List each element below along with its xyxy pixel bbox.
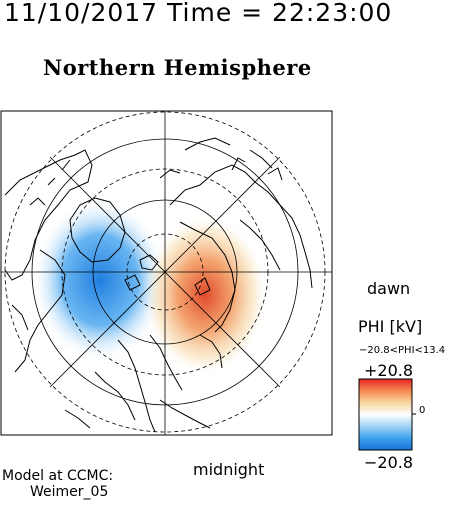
dawn-label: dawn <box>367 279 411 298</box>
colorbar-max-label: +20.8 <box>364 361 414 380</box>
map-title: Northern Hemisphere <box>43 55 312 80</box>
colorbar-title: PHI [kV] <box>358 317 423 336</box>
colorbar-zero-label: 0 <box>419 405 426 416</box>
timestamp: 11/10/2017 Time = 22:23:00 <box>4 0 393 27</box>
negative-potential-cell <box>32 198 168 362</box>
colorbar <box>358 378 416 451</box>
model-credit: Model at CCMC: <box>2 468 114 484</box>
latitude-grid <box>1 111 332 435</box>
colorbar-range: −20.8<PHI<13.4 <box>359 345 446 356</box>
polar-map <box>0 110 333 436</box>
positive-potential-cell <box>143 215 267 375</box>
model-name: Weimer_05 <box>30 484 109 500</box>
colorbar-min-label: −20.8 <box>364 453 414 472</box>
midnight-label: midnight <box>193 460 265 479</box>
colorbar-gradient <box>358 378 413 451</box>
map-frame <box>0 110 333 436</box>
